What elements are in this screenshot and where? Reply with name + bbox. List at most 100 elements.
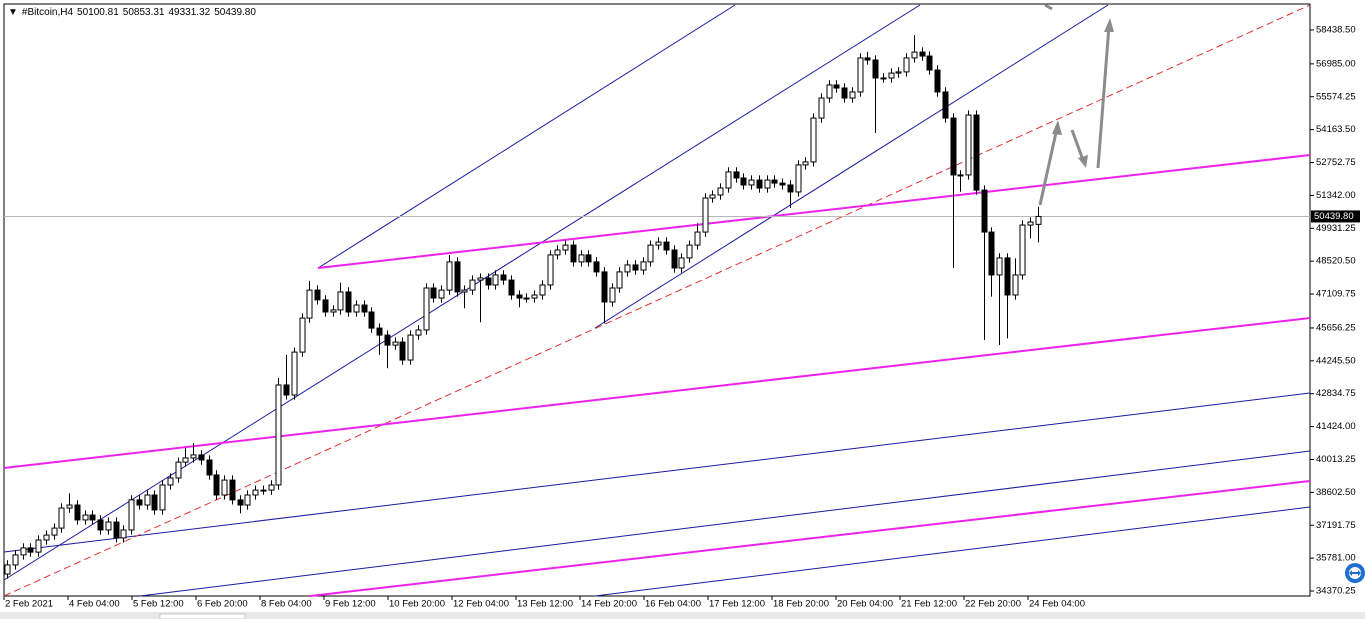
candle-body bbox=[694, 231, 701, 246]
y-tick-label: 37191.75 bbox=[1316, 520, 1356, 531]
candle-body bbox=[795, 164, 802, 193]
candle-body bbox=[531, 294, 538, 299]
candle-body bbox=[330, 309, 337, 313]
x-tick-label: 9 Feb 12:00 bbox=[325, 599, 376, 610]
candle-body bbox=[1027, 221, 1034, 226]
channel-line bbox=[309, 480, 1311, 597]
candle-body bbox=[1019, 224, 1026, 276]
y-tick-label: 55574.25 bbox=[1316, 91, 1356, 102]
candle-body bbox=[485, 277, 492, 286]
candle-body bbox=[345, 291, 352, 313]
y-tick-label: 54163.50 bbox=[1316, 124, 1356, 135]
candle-body bbox=[368, 311, 375, 329]
candle-body bbox=[136, 499, 143, 506]
candle-body bbox=[756, 179, 763, 189]
candle-body bbox=[500, 274, 507, 281]
candle-body bbox=[12, 554, 19, 566]
candle-body bbox=[547, 254, 554, 286]
ohlc-low: 49331.32 bbox=[168, 7, 211, 18]
y-tick-label: 38602.50 bbox=[1316, 487, 1356, 498]
candle-body bbox=[508, 279, 515, 296]
candle-body bbox=[4, 564, 11, 575]
ohlc-close: 50439.80 bbox=[214, 7, 256, 18]
candle-body bbox=[306, 289, 313, 319]
ohlc-high: 50853.31 bbox=[122, 7, 165, 18]
candle-body bbox=[20, 547, 27, 556]
candle-body bbox=[128, 499, 135, 531]
candle-body bbox=[872, 59, 879, 79]
trend-line bbox=[317, 4, 736, 269]
candle-body bbox=[911, 51, 918, 59]
candle-body bbox=[113, 521, 120, 539]
x-tick-label: 21 Feb 12:00 bbox=[901, 599, 957, 610]
candle-body bbox=[764, 179, 771, 189]
candle-body bbox=[903, 57, 910, 73]
candle-body bbox=[423, 287, 430, 331]
candle-body bbox=[82, 514, 89, 521]
candle-body bbox=[632, 264, 639, 271]
candle-body bbox=[430, 287, 437, 299]
candle-body bbox=[516, 294, 523, 299]
candle-body bbox=[376, 327, 383, 336]
candle-body bbox=[965, 114, 972, 176]
candle-body bbox=[678, 257, 685, 269]
candle-body bbox=[818, 97, 825, 119]
y-tick-label: 40013.25 bbox=[1316, 454, 1356, 465]
candle-body bbox=[647, 244, 654, 263]
symbol: #Bitcoin,H4 bbox=[21, 7, 74, 18]
candle-body bbox=[810, 117, 817, 163]
x-tick-label: 2 Feb 2021 bbox=[5, 599, 53, 610]
candle-body bbox=[601, 271, 608, 303]
candle-body bbox=[802, 161, 809, 166]
last-price-box bbox=[1311, 210, 1360, 223]
menu-triangle[interactable]: ▼ bbox=[8, 7, 18, 18]
y-tick-label: 41424.00 bbox=[1316, 421, 1356, 432]
plot-frame bbox=[3, 3, 1311, 597]
channel-line bbox=[3, 317, 1311, 469]
ohlc-open: 50100.81 bbox=[77, 7, 119, 18]
y-tick-label: 47109.75 bbox=[1316, 289, 1356, 300]
x-tick-label: 24 Feb 04:00 bbox=[1029, 599, 1085, 610]
channel-line bbox=[317, 154, 1311, 269]
candle-body bbox=[206, 459, 213, 476]
candle-body bbox=[895, 71, 902, 74]
candle-body bbox=[725, 171, 732, 189]
x-tick-label: 13 Feb 12:00 bbox=[517, 599, 573, 610]
candle-body bbox=[748, 179, 755, 186]
x-tick-label: 5 Feb 12:00 bbox=[133, 599, 184, 610]
candle-body bbox=[864, 57, 871, 61]
candle-body bbox=[244, 494, 251, 506]
candle-body bbox=[438, 289, 445, 299]
candle-body bbox=[43, 534, 50, 541]
app-icon-arrows bbox=[1349, 570, 1361, 576]
drawings bbox=[3, 3, 1311, 597]
y-tick-label: 51342.00 bbox=[1316, 190, 1356, 201]
candle-body bbox=[942, 91, 949, 119]
x-tick-label: 10 Feb 20:00 bbox=[389, 599, 445, 610]
candle-body bbox=[469, 279, 476, 291]
arrow-head bbox=[1104, 18, 1114, 32]
x-tick-label: 16 Feb 04:00 bbox=[645, 599, 701, 610]
candle-body bbox=[1012, 274, 1019, 296]
candle-body bbox=[996, 257, 1003, 276]
candle-body bbox=[578, 254, 585, 263]
trend-line bbox=[3, 4, 921, 581]
candle-body bbox=[105, 521, 112, 531]
candle-body bbox=[361, 304, 368, 313]
trend-line bbox=[3, 392, 1311, 553]
candle-body bbox=[454, 261, 461, 293]
y-tick-label: 34370.25 bbox=[1316, 586, 1356, 597]
candle-body bbox=[384, 334, 391, 346]
candle-body bbox=[849, 91, 856, 99]
candle-body bbox=[934, 69, 941, 93]
candle-body bbox=[337, 291, 344, 311]
candle-body bbox=[51, 527, 58, 536]
trend-line bbox=[594, 506, 1311, 597]
x-tick-label: 14 Feb 20:00 bbox=[581, 599, 637, 610]
candle-body bbox=[857, 57, 864, 93]
tab[interactable] bbox=[159, 613, 246, 619]
candle-body bbox=[353, 304, 360, 313]
candle-body bbox=[702, 197, 709, 233]
x-tick-label: 8 Feb 04:00 bbox=[261, 599, 312, 610]
x-tick-label: 18 Feb 20:00 bbox=[773, 599, 829, 610]
